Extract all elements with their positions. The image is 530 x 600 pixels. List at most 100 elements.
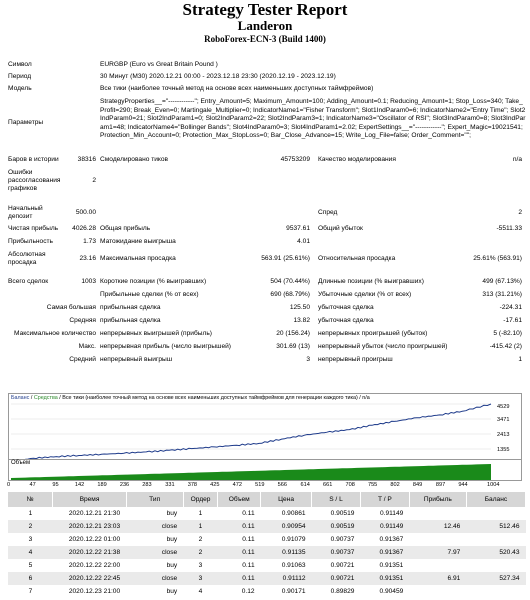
- spread-label: Спред: [318, 209, 338, 216]
- max-dd-label: Максимальная просадка: [100, 255, 176, 262]
- table-cell: 2020.12.22 22:00: [68, 562, 121, 569]
- table-cell: 0.90171: [281, 588, 306, 595]
- x-tick-label: 0: [7, 482, 11, 488]
- symbol-value: EURGBP (Euro vs Great Britain Pound ): [100, 61, 218, 68]
- volume-label: Объем: [11, 460, 31, 466]
- params-label: Параметры: [8, 119, 44, 126]
- ticks-label: Смоделировано тиков: [100, 156, 169, 163]
- table-cell: 7.97: [409, 546, 467, 559]
- x-tick-label: 755: [367, 482, 378, 488]
- table-cell: 1: [183, 520, 218, 533]
- table-cell: 0.90721: [311, 572, 361, 585]
- profit-trades-label: Прибыльные сделки (% от всех): [100, 291, 199, 298]
- model-label: Модель: [8, 85, 32, 92]
- table-cell: 1: [28, 510, 33, 517]
- table-cell: 3: [198, 562, 203, 569]
- table-cell: [466, 507, 525, 520]
- rel-dd-value: 25.61% (563.91): [473, 255, 522, 262]
- payoff-value: 4.01: [297, 238, 310, 245]
- quality-label: Качество моделирования: [318, 156, 396, 163]
- table-cell: [466, 533, 525, 546]
- table-cell: 0.11: [242, 562, 255, 569]
- total-value: 1003: [81, 278, 96, 285]
- table-cell: close: [126, 546, 184, 559]
- table-cell: 0.11: [242, 536, 255, 543]
- table-row: 4 2020.12.22 21:38 close 2 0.11 0.91135 0.9073…: [8, 546, 526, 559]
- table-cell: 0.90737: [330, 536, 355, 543]
- abs-dd-label: Абсолютная просадка: [8, 251, 46, 266]
- table-row: 5 2020.12.22 22:00 buy 3 0.11 0.91063 0.90721 0…: [8, 559, 526, 572]
- errors-label: Ошибки рассогласования графиков: [8, 169, 61, 192]
- y-tick-label: 3471: [497, 417, 509, 423]
- table-cell: 0.12: [241, 588, 255, 595]
- x-tick-label: 47: [29, 482, 36, 488]
- x-tick-label: 236: [119, 482, 130, 488]
- table-cell: 2: [8, 520, 53, 533]
- avg-cons-label: Средний: [69, 356, 96, 363]
- x-tick-label: 1004: [487, 482, 500, 488]
- maxcount-losses-label: непрерывных проигрышей (убыток): [318, 330, 428, 337]
- table-row: 6 2020.12.22 22:45 close 3 0.11 0.91112 0.9072…: [8, 572, 526, 585]
- total-label: Всего сделок: [8, 278, 49, 285]
- legend-description: / Все тики (наиболее точный метод на осн…: [57, 395, 370, 401]
- x-tick-label: 95: [52, 482, 59, 488]
- x-tick-label: 849: [412, 482, 423, 488]
- symbol-label: Символ: [8, 61, 32, 68]
- table-cell: [409, 585, 466, 598]
- avg-cons-losses-value: 1: [518, 356, 522, 363]
- table-cell: 6: [8, 572, 53, 585]
- table-cell: 4: [198, 588, 203, 595]
- table-cell: 0.91063: [281, 562, 306, 569]
- x-tick-label: 331: [165, 482, 175, 488]
- volume-panel: Объем: [8, 459, 522, 481]
- gross-profit-label: Общая прибыль: [100, 225, 151, 232]
- x-tick-label: 802: [390, 482, 400, 488]
- payoff-label: Матожидание выигрыша: [100, 238, 176, 245]
- largest-profit-value: 125.50: [289, 304, 310, 311]
- period-label: Период: [8, 73, 32, 80]
- table-cell: [466, 559, 525, 572]
- table-cell: 0.91351: [379, 562, 404, 569]
- errors-value: 2: [92, 177, 96, 184]
- gross-loss-value: -5511.33: [496, 225, 522, 232]
- largest-profit-label: прибыльная сделка: [100, 304, 161, 311]
- long-label: Длинные позиции (% выигравших): [318, 278, 424, 285]
- table-cell: 2020.12.22 21:38: [52, 546, 127, 559]
- expert-name: Landeron: [237, 18, 293, 33]
- table-cell: 0.90519: [330, 510, 355, 517]
- largest-loss-label: убыточная сделка: [318, 304, 374, 311]
- table-cell: 7: [28, 588, 33, 595]
- table-cell: 2020.12.21 21:30: [68, 510, 121, 517]
- table-cell: 2020.12.21 23:03: [52, 520, 127, 533]
- column-header: Цена: [260, 492, 313, 507]
- table-cell: 2020.12.22 01:00: [68, 536, 121, 543]
- deposit-label: Начальный депозит: [8, 205, 43, 220]
- average-profit-value: 13.82: [293, 317, 310, 324]
- x-tick-label: 661: [323, 482, 333, 488]
- column-header: T / P: [360, 492, 410, 507]
- table-cell: 2020.12.22 22:45: [52, 572, 127, 585]
- abs-dd-value: 23.16: [79, 255, 96, 262]
- report-title: Strategy Tester Report: [182, 0, 348, 19]
- table-row: 2 2020.12.21 23:03 close 1 0.11 0.90954 0.9051…: [8, 520, 526, 533]
- table-cell: 0.91351: [360, 572, 410, 585]
- legend-balance: Баланс: [11, 395, 30, 401]
- pf-value: 1.73: [83, 238, 96, 245]
- table-cell: 0.90737: [311, 546, 361, 559]
- quality-value: n/a: [512, 156, 522, 163]
- loss-trades-label: Убыточные сделки (% от всех): [318, 291, 412, 298]
- average-label: Средняя: [69, 317, 96, 324]
- x-axis: 0 47 95 142 189 236 283 331 378 425 472 519 566 614 66…: [7, 482, 499, 490]
- table-cell: [409, 507, 466, 520]
- x-tick-label: 378: [187, 482, 198, 488]
- long-value: 499 (67.13%): [482, 278, 522, 285]
- table-cell: 0.91149: [379, 510, 404, 517]
- table-cell: 0.11: [242, 510, 255, 517]
- balance-line: [11, 403, 492, 462]
- table-cell: 527.34: [466, 572, 526, 585]
- max-loss-label: непрерывный убыток (число проигрышей): [318, 343, 448, 350]
- x-tick-label: 614: [300, 482, 310, 488]
- column-header: Ордер: [183, 492, 219, 507]
